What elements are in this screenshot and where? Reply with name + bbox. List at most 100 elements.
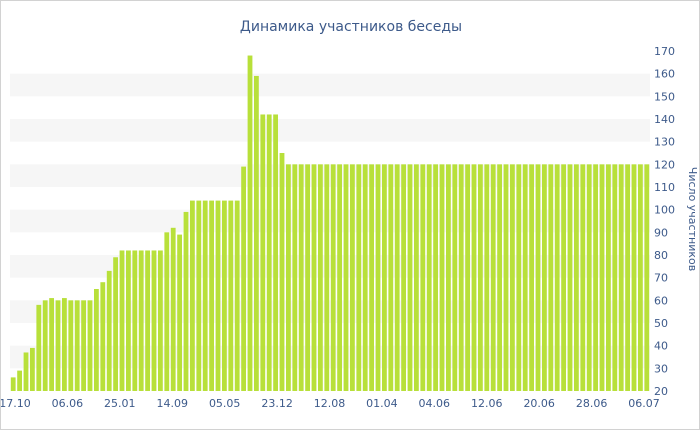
bar: [215, 200, 221, 391]
y-tick-label: 100: [654, 204, 675, 217]
x-tick-label: 06.06: [52, 397, 84, 410]
bar: [446, 164, 451, 391]
x-tick-label: 12.08: [314, 397, 346, 410]
bar: [68, 300, 74, 391]
bar: [394, 164, 400, 391]
bar: [356, 164, 362, 391]
bar: [561, 164, 566, 391]
bar: [586, 164, 592, 391]
bar: [222, 200, 227, 391]
bar: [228, 200, 234, 391]
bar: [612, 164, 618, 391]
bar: [254, 75, 259, 392]
y-tick-label: 110: [654, 181, 675, 194]
bar: [279, 153, 285, 391]
y-tick-label: 80: [654, 249, 668, 262]
bar: [260, 114, 266, 391]
bar: [382, 164, 387, 391]
bar: [497, 164, 502, 391]
bar: [542, 164, 547, 391]
bar: [330, 164, 336, 391]
y-axis-label: Число участников: [686, 167, 699, 271]
bar: [81, 300, 86, 391]
grid-band: [10, 209, 650, 233]
bar: [343, 164, 349, 391]
bar: [113, 257, 118, 391]
bar: [337, 164, 342, 391]
bar: [414, 164, 419, 391]
x-tick-label: 01.04: [366, 397, 398, 410]
bar: [311, 164, 317, 391]
bar: [548, 164, 554, 391]
bar: [503, 164, 509, 391]
grid-band: [10, 255, 650, 278]
x-tick-label: 20.06: [523, 397, 555, 410]
bar: [145, 250, 150, 391]
bar: [23, 352, 29, 391]
bar: [625, 164, 630, 391]
bar: [266, 114, 272, 391]
bar: [318, 164, 323, 391]
x-axis-ticks: 17.10 06.06 25.01 14.09 05.05 23.12 12.08 01.04…: [1, 397, 660, 410]
x-tick-label: 05.05: [209, 397, 241, 410]
y-tick-label: 60: [654, 294, 668, 307]
bar: [439, 164, 445, 391]
grid-band: [10, 300, 650, 323]
y-tick-label: 20: [654, 385, 668, 398]
bar: [132, 250, 138, 391]
y-tick-label: 130: [654, 136, 675, 149]
bar: [516, 164, 522, 391]
x-tick-label: 25.01: [104, 397, 136, 410]
y-tick-label: 160: [654, 68, 675, 81]
bar: [606, 164, 611, 391]
bar: [36, 304, 42, 391]
bar: [510, 164, 515, 391]
bar: [644, 164, 650, 391]
bar: [490, 164, 496, 391]
bar: [369, 164, 374, 391]
bar: [471, 164, 477, 391]
bar: [458, 164, 464, 391]
bar: [599, 164, 605, 391]
bar: [196, 200, 202, 391]
y-tick-label: 170: [654, 45, 675, 58]
bar: [484, 164, 490, 391]
bar: [535, 164, 541, 391]
y-tick-label: 90: [654, 226, 668, 239]
bar: [618, 164, 624, 391]
x-tick-label: 04.06: [419, 397, 451, 410]
bar: [202, 200, 208, 391]
grid-band: [10, 73, 650, 97]
y-tick-label: 50: [654, 317, 668, 330]
bar: [158, 250, 163, 391]
bar: [286, 164, 291, 391]
bar: [554, 164, 560, 391]
bar: [87, 300, 93, 391]
bar: [580, 164, 586, 391]
bar: [241, 166, 246, 391]
bar: [126, 250, 131, 391]
y-tick-label: 70: [654, 272, 668, 285]
bar: [465, 164, 470, 391]
x-tick-label: 12.06: [471, 397, 503, 410]
bar: [62, 298, 67, 391]
bar: [324, 164, 330, 391]
y-tick-label: 140: [654, 113, 675, 126]
y-tick-label: 30: [654, 362, 668, 375]
bar: [119, 250, 125, 391]
bar: [74, 300, 80, 391]
bar: [298, 164, 304, 391]
bar: [49, 298, 54, 391]
bar: [190, 200, 195, 391]
bar: [42, 300, 48, 391]
bar: [292, 164, 298, 391]
bar: [106, 270, 112, 391]
grid-bands: [10, 73, 650, 369]
bar: [350, 164, 355, 391]
grid-band: [10, 119, 650, 142]
bar: [100, 282, 106, 391]
bar: [638, 164, 643, 391]
bar: [401, 164, 406, 391]
